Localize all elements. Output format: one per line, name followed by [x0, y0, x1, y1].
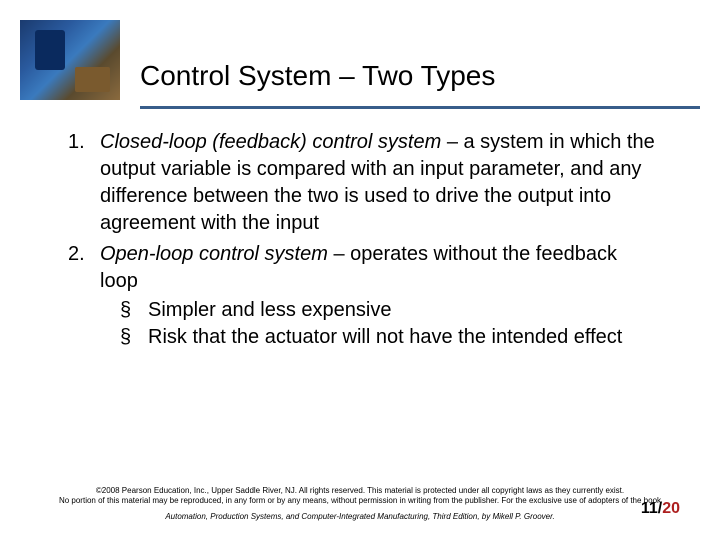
sub-item: Risk that the actuator will not have the… [120, 324, 660, 351]
sub-list: Simpler and less expensive Risk that the… [100, 297, 660, 351]
slide-header: Control System – Two Types [0, 0, 720, 100]
page-number: 11/20 [641, 500, 680, 518]
page-total: 20 [662, 500, 680, 517]
textbook-logo [20, 20, 120, 100]
slide-title: Control System – Two Types [140, 60, 720, 92]
term: Open-loop control system [100, 243, 328, 265]
footer: ©2008 Pearson Education, Inc., Upper Sad… [0, 486, 720, 522]
page-current: 11 [641, 500, 658, 517]
term: Closed-loop (feedback) control system [100, 131, 441, 153]
main-list: Closed-loop (feedback) control system – … [60, 129, 660, 351]
sub-item: Simpler and less expensive [120, 297, 660, 324]
slide-content: Closed-loop (feedback) control system – … [0, 109, 720, 351]
list-item: Closed-loop (feedback) control system – … [60, 129, 660, 237]
copyright-line2: No portion of this material may be repro… [40, 496, 680, 506]
title-block: Control System – Two Types [140, 60, 720, 100]
list-item: Open-loop control system – operates with… [60, 241, 660, 351]
book-reference: Automation, Production Systems, and Comp… [40, 512, 680, 522]
copyright-line1: ©2008 Pearson Education, Inc., Upper Sad… [40, 486, 680, 496]
